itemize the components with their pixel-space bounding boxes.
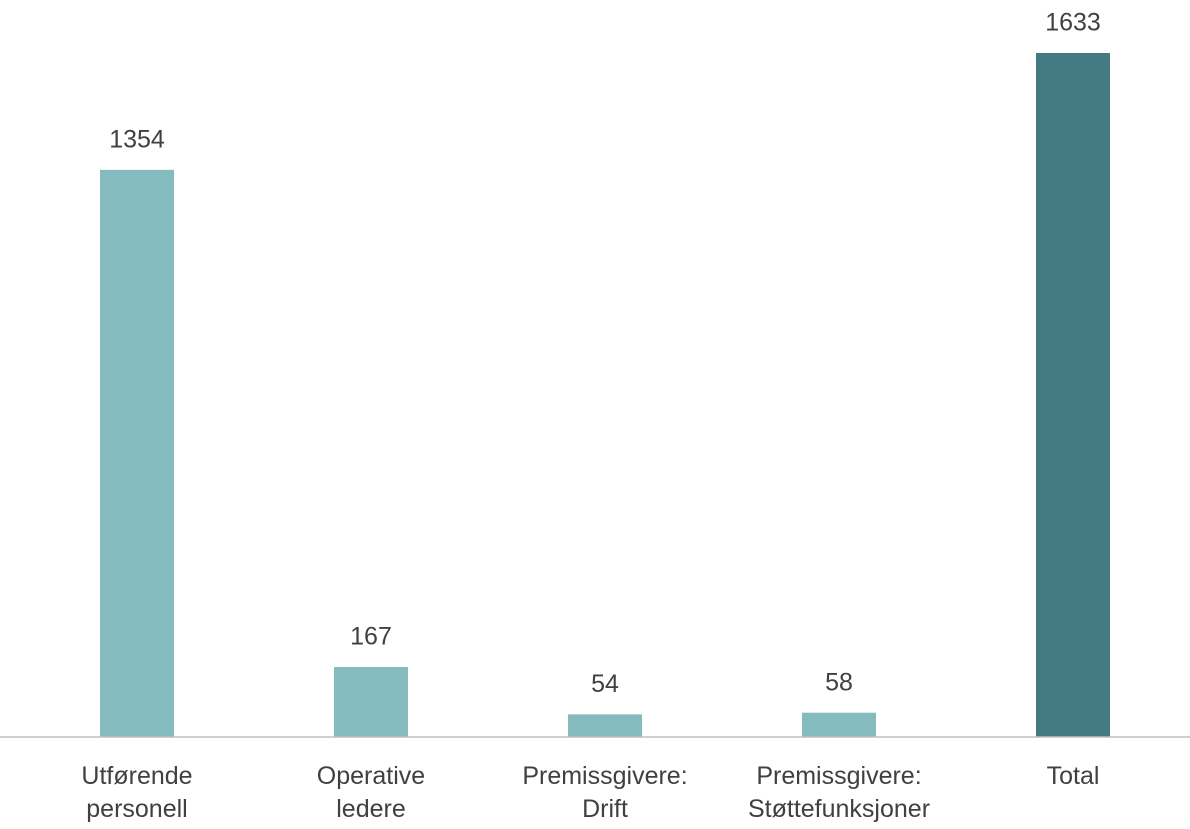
x-tick-label-line: Total [1047, 762, 1100, 790]
bar [334, 667, 408, 737]
x-tick-label: Premissgivere: Drift [522, 762, 687, 823]
x-tick-label-line: Utførende [81, 762, 192, 790]
value-label: 167 [350, 623, 392, 651]
x-tick-label-line: personell [86, 795, 187, 823]
bar [568, 714, 642, 737]
bar [1036, 53, 1110, 737]
x-tick-label-line: Operative [317, 762, 425, 790]
x-tick-label-line: Premissgivere: [522, 762, 687, 790]
bar [802, 712, 876, 737]
x-tick-label: Premissgivere: Støttefunksjoner [748, 762, 930, 823]
bar [100, 169, 174, 738]
x-tick-label-line: Premissgivere: [756, 762, 921, 790]
value-label: 1633 [1045, 9, 1101, 37]
x-tick-label: Total [1047, 762, 1100, 790]
value-label: 1354 [109, 125, 165, 153]
x-tick-label-line: ledere [336, 795, 406, 823]
x-tick-label-line: Drift [582, 795, 628, 823]
x-tick-label: Operative ledere [317, 762, 425, 823]
x-tick-label: Utførende personell [81, 762, 192, 823]
x-tick-label-line: Støttefunksjoner [748, 795, 930, 823]
value-label: 58 [825, 668, 853, 696]
value-label: 54 [591, 670, 619, 698]
